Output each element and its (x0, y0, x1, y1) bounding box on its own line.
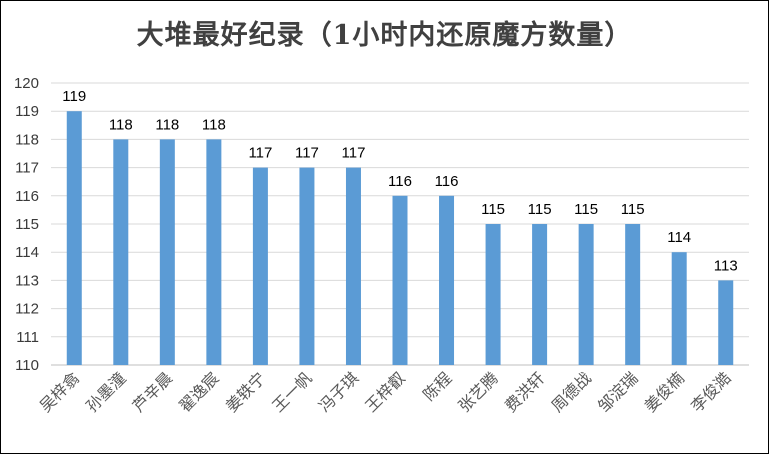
data-label: 118 (155, 116, 179, 133)
x-tick-label: 姜俊楠 (641, 368, 688, 415)
bar (66, 111, 82, 365)
y-tick-label: 116 (15, 188, 39, 205)
data-label: 114 (667, 229, 691, 246)
bar (485, 224, 501, 365)
x-tick-label: 芦辛晨 (129, 368, 176, 415)
data-label: 116 (435, 173, 459, 190)
bar (532, 224, 548, 365)
x-tick-label: 姜轶宁 (222, 368, 269, 415)
bar (625, 224, 641, 365)
x-tick-label: 孙墨潼 (82, 368, 129, 415)
bar (439, 195, 455, 365)
y-tick-label: 112 (15, 301, 39, 318)
chart-title: 大堆最好纪录（1小时内还原魔方数量） (136, 20, 633, 51)
data-label: 117 (295, 145, 319, 162)
x-tick-label: 费洪轩 (501, 368, 548, 415)
y-tick-label: 117 (15, 160, 39, 177)
y-tick-label: 120 (14, 75, 39, 92)
x-axis: 吴梓翕 孙墨潼 芦辛晨 翟逸宸 姜轶宁 王一帆 冯子琪 王梓叡 陈程 张艺腾 费洪轩 周德战 邹淀瑞 姜俊… (36, 368, 735, 415)
y-tick-label: 113 (15, 272, 39, 289)
bar (206, 139, 222, 365)
x-tick-label: 李俊澔 (687, 368, 734, 415)
x-tick-label: 周德战 (548, 368, 595, 415)
data-label: 115 (574, 201, 598, 218)
data-label: 117 (248, 145, 272, 162)
bar (113, 139, 129, 365)
y-tick-label: 111 (16, 329, 39, 346)
bar (392, 195, 408, 365)
bar (252, 167, 268, 365)
data-label: 113 (714, 257, 738, 274)
data-label: 115 (528, 201, 552, 218)
data-label: 115 (621, 201, 645, 218)
x-tick-label: 冯子琪 (315, 368, 362, 415)
x-tick-label: 张艺腾 (455, 368, 502, 415)
y-tick-label: 119 (15, 103, 39, 120)
y-tick-label: 110 (15, 357, 39, 374)
data-labels: 119 118 118 118 117 117 117 116 116 115 115 115 115 1… (62, 88, 737, 274)
data-label: 119 (62, 88, 86, 105)
bar (345, 167, 361, 365)
data-label: 118 (109, 116, 133, 133)
data-label: 118 (202, 116, 226, 133)
bar (159, 139, 175, 365)
x-tick-label: 吴梓翕 (36, 368, 83, 415)
bar (718, 280, 734, 365)
x-tick-label: 陈程 (419, 368, 455, 404)
y-tick-label: 114 (15, 244, 39, 261)
data-label: 117 (342, 145, 366, 162)
data-label: 116 (388, 173, 412, 190)
x-tick-label: 翟逸宸 (175, 368, 222, 415)
x-tick-label: 邹淀瑞 (594, 368, 641, 415)
bar (671, 252, 687, 365)
data-label: 115 (481, 201, 505, 218)
x-tick-label: 王梓叡 (361, 368, 408, 415)
x-tick-label: 王一帆 (268, 368, 315, 415)
y-tick-label: 115 (15, 216, 39, 233)
y-axis: 110 111 112 113 114 115 116 117 118 119 120 (14, 75, 39, 374)
y-tick-label: 118 (15, 131, 39, 148)
bar (299, 167, 315, 365)
bars (66, 111, 734, 365)
bar (578, 224, 594, 365)
